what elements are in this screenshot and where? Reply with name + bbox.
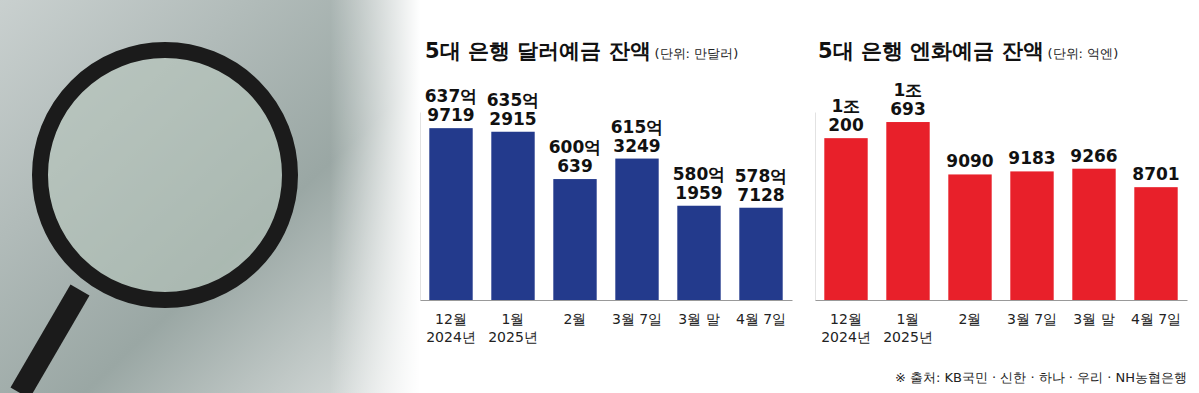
data-label: 1조200 xyxy=(828,96,864,135)
x-axis-line xyxy=(816,300,1188,301)
x-tick: 2월 xyxy=(564,300,587,327)
magnifier-handle xyxy=(20,290,80,393)
x-tick-label: 1월2025년 xyxy=(883,311,933,345)
x-tick-label: 4월 7일 xyxy=(1131,311,1181,327)
photo xyxy=(0,0,420,393)
y-axis-line xyxy=(420,113,421,301)
chart: 5대 은행 엔화예금 잔액 (단위: 억엔) 12월2024년 1월2025년 2월 3월… xyxy=(816,39,1188,345)
x-tick-label: 3월 7일 xyxy=(1007,311,1057,327)
x-tick-label: 2월 xyxy=(564,311,587,327)
x-tick-label: 12월2024년 xyxy=(821,311,871,345)
data-labels: 1조200 1조693 9090 9183 9266 8701 xyxy=(828,80,1179,184)
bar xyxy=(1072,169,1115,300)
x-tick: 1월2025년 xyxy=(488,300,538,345)
x-tick: 3월 말 xyxy=(678,300,719,327)
data-label: 9090 xyxy=(946,151,993,171)
bar xyxy=(677,206,720,300)
chart: 5대 은행 달러예금 잔액 (단위: 만달러) 12월2024년 1월2025년 2월 3… xyxy=(421,39,793,345)
bar xyxy=(948,174,991,300)
bar xyxy=(1134,187,1177,300)
x-tick-label: 2월 xyxy=(959,311,982,327)
page: 5대 은행 달러예금 잔액 (단위: 만달러) 12월2024년 1월2025년 2월 3… xyxy=(0,0,1199,393)
x-tick: 2월 xyxy=(959,300,982,327)
x-tick: 1월2025년 xyxy=(883,300,933,345)
data-label: 1조693 xyxy=(890,80,926,119)
y-axis xyxy=(815,113,816,301)
x-tick-label: 3월 말 xyxy=(1073,311,1114,327)
x-tick-label: 3월 말 xyxy=(678,311,719,327)
bar xyxy=(429,128,472,300)
data-label: 635억2915 xyxy=(487,90,540,129)
y-axis xyxy=(420,113,421,301)
title: 5대 은행 엔화예금 잔액 xyxy=(818,39,1044,63)
x-tick: 3월 7일 xyxy=(1007,300,1057,327)
data-label: 578억7128 xyxy=(735,166,788,205)
x-tick: 3월 7일 xyxy=(612,300,662,327)
bar xyxy=(886,122,929,300)
bars xyxy=(429,128,782,300)
photo-fade xyxy=(330,0,420,393)
x-tick-label: 3월 7일 xyxy=(612,311,662,327)
x-tick-label: 12월2024년 xyxy=(426,311,476,345)
source-note: ※ 출처: KB국민 · 신한 · 하나 · 우리 · NH농협은행 xyxy=(895,370,1187,385)
data-label: 600억639 xyxy=(549,137,602,176)
x-tick-label: 1월2025년 xyxy=(488,311,538,345)
x-tick: 12월2024년 xyxy=(426,300,476,345)
x-axis-line xyxy=(421,300,793,301)
bar xyxy=(553,179,596,300)
bar xyxy=(1010,171,1053,300)
photo-bg xyxy=(0,0,420,393)
x-tick: 3월 말 xyxy=(1073,300,1114,327)
data-labels: 637억9719635억2915600억639615억3249580억19595… xyxy=(425,86,788,205)
bars xyxy=(824,122,1177,300)
subtitle: (단위: 억엔) xyxy=(1048,46,1119,61)
bar xyxy=(615,159,658,300)
x-tick: 12월2024년 xyxy=(821,300,871,345)
bar xyxy=(739,208,782,300)
x-axis: 12월2024년 1월2025년 2월 3월 7일 3월 말 4월 7일 xyxy=(816,300,1188,345)
x-axis: 12월2024년 1월2025년 2월 3월 7일 3월 말 4월 7일 xyxy=(421,300,793,345)
x-tick-label: 4월 7일 xyxy=(736,311,786,327)
x-tick: 4월 7일 xyxy=(1131,300,1181,327)
bar xyxy=(824,138,867,300)
magnifier xyxy=(40,50,290,300)
x-tick: 4월 7일 xyxy=(736,300,786,327)
subtitle: (단위: 만달러) xyxy=(655,46,739,61)
data-label: 615억3249 xyxy=(611,117,664,156)
title: 5대 은행 달러예금 잔액 xyxy=(425,39,651,63)
data-label: 580억1959 xyxy=(673,164,726,203)
data-label: 9266 xyxy=(1070,146,1117,166)
data-label: 9183 xyxy=(1008,148,1055,168)
y-axis-line xyxy=(815,113,816,301)
data-label: 637억9719 xyxy=(425,86,478,125)
bar xyxy=(491,132,534,300)
data-label: 8701 xyxy=(1132,164,1179,184)
